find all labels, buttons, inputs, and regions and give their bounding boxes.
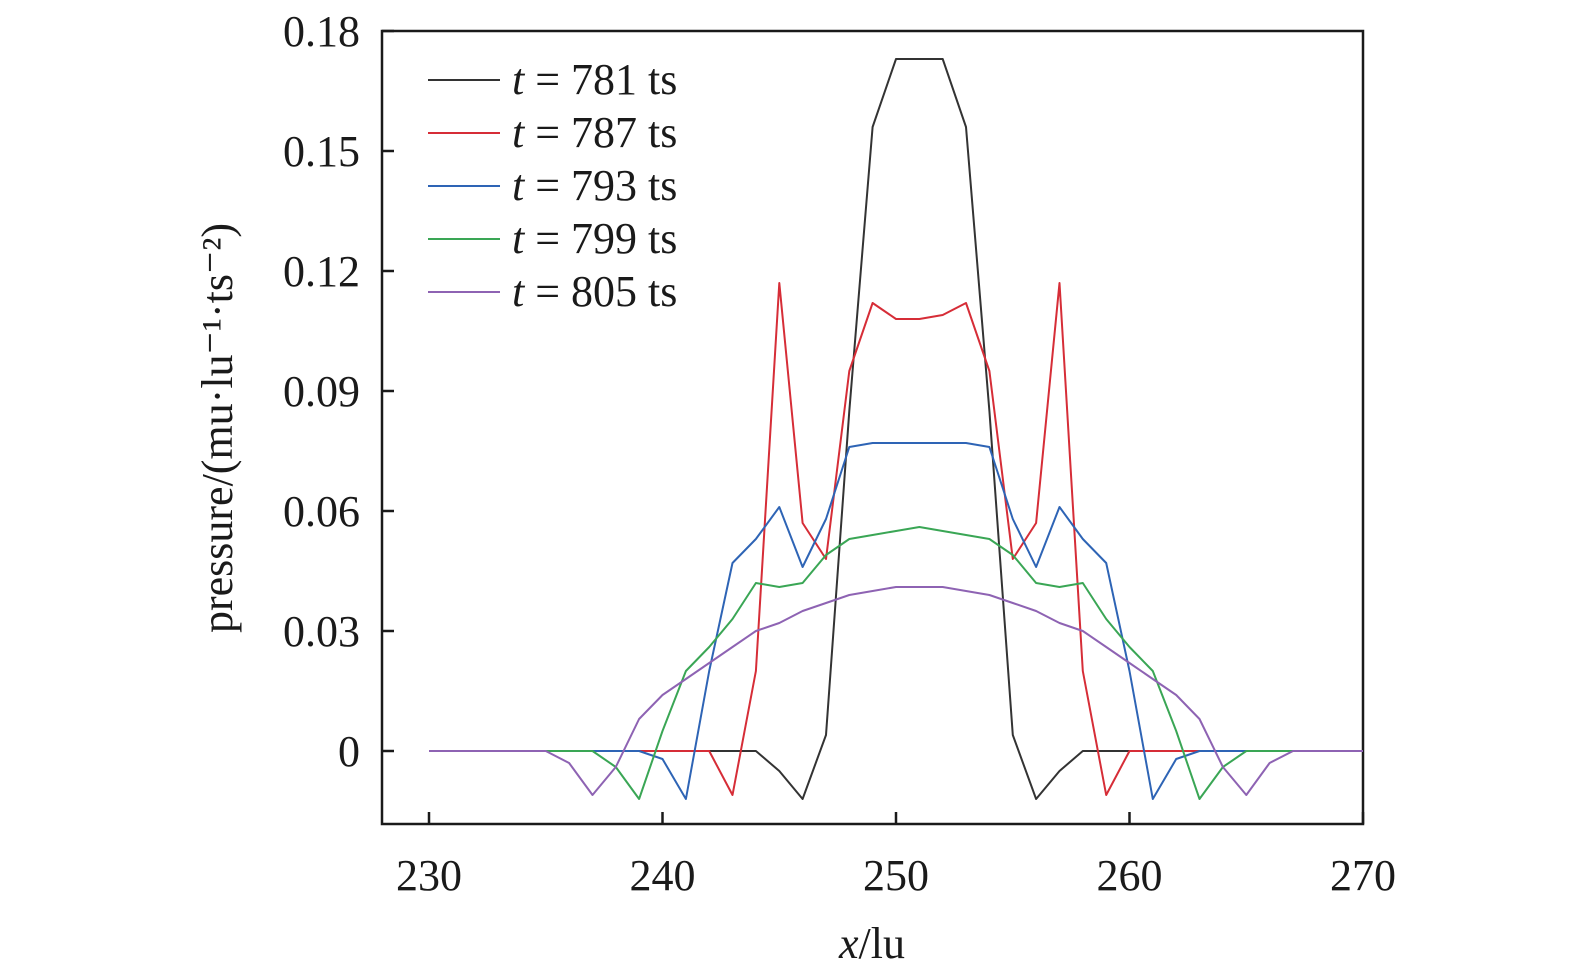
series-line-5 <box>429 586 1363 796</box>
legend-label-2: t = 787 ts <box>512 108 677 157</box>
x-tick-label: 270 <box>1330 851 1396 900</box>
y-tick-label: 0.15 <box>283 127 360 176</box>
legend: t = 781 tst = 787 tst = 793 tst = 799 ts… <box>428 55 677 316</box>
y-tick-label: 0 <box>338 727 360 776</box>
legend-label-4: t = 799 ts <box>512 214 677 263</box>
legend-label-5: t = 805 ts <box>512 267 677 316</box>
y-tick-label: 0.06 <box>283 487 360 536</box>
y-axis-title: pressure/(mu·lu⁻¹·ts⁻²) <box>193 223 242 633</box>
legend-label-1: t = 781 ts <box>512 55 677 104</box>
x-tick-label: 260 <box>1097 851 1163 900</box>
series-line-3 <box>429 442 1363 800</box>
y-tick-label: 0.09 <box>283 367 360 416</box>
y-tick-label: 0.03 <box>283 607 360 656</box>
y-axis-ticks: 0 0.03 0.06 0.09 0.12 0.15 0.18 <box>283 7 394 776</box>
series-line-4 <box>429 526 1363 800</box>
series-layer <box>429 58 1363 800</box>
y-tick-label: 0.12 <box>283 247 360 296</box>
x-tick-label: 230 <box>396 851 462 900</box>
x-tick-label: 250 <box>863 851 929 900</box>
x-axis-title: x/lu <box>838 919 905 968</box>
legend-label-3: t = 793 ts <box>512 161 677 210</box>
y-tick-label: 0.18 <box>283 7 360 56</box>
series-line-2 <box>429 282 1363 796</box>
x-axis-ticks: 230 240 250 260 270 <box>396 812 1396 900</box>
plot-frame <box>380 29 1365 826</box>
x-tick-label: 240 <box>630 851 696 900</box>
